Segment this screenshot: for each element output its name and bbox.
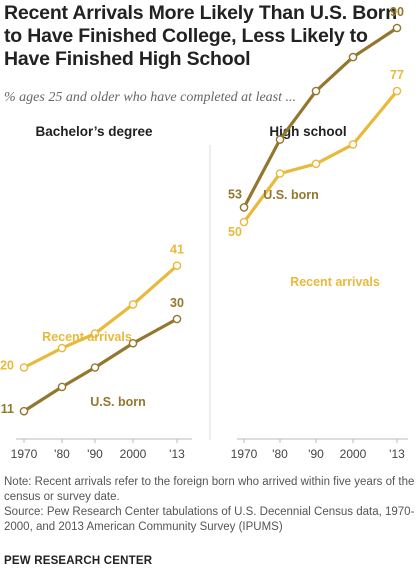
series-line-0-0 [23, 264, 179, 369]
data-label-1-1-4: 90 [390, 5, 404, 19]
data-point-0-1-3 [128, 338, 138, 348]
data-label-1-1-0: 53 [228, 187, 242, 201]
chart-title: Recent Arrivals More Likely Than U.S. Bo… [4, 2, 397, 70]
data-point-0-0-2 [90, 329, 100, 338]
data-label-1-0-4: 77 [390, 68, 404, 82]
x-tick-label-0-3: 2000 [120, 447, 147, 461]
chart-subtitle: % ages 25 and older who have completed a… [4, 90, 297, 105]
series-label-0-0: Recent arrivals [42, 330, 132, 344]
data-label-0-1-4: 30 [170, 296, 184, 310]
data-point-0-0-3 [128, 300, 138, 309]
data-point-1-1-1 [275, 135, 285, 144]
x-tick-label-1-0: 1970 [231, 447, 258, 461]
x-tick-label-0-4: '13 [169, 447, 185, 461]
note-text: Note: Recent arrivals refer to the forei… [4, 476, 415, 503]
x-tick-label-0-0: 1970 [11, 447, 38, 461]
series-label-1-1: U.S. born [263, 188, 319, 202]
data-point-1-1-2 [311, 86, 321, 96]
chart-svg: Bachelor’s degree 1970 '80 '90 2000 '13 20 41 Re… [0, 5, 408, 461]
data-point-0-1-0 [19, 406, 29, 416]
brand-logo-text: PEW RESEARCH CENTER [4, 555, 153, 567]
source-text: Source: Pew Research Center tabulations … [4, 506, 415, 533]
data-point-0-1-1 [57, 382, 67, 392]
series-line-1-0 [242, 90, 399, 223]
data-point-1-1-4 [392, 23, 402, 33]
data-label-0-0-4: 41 [170, 243, 184, 257]
x-tick-label-1-1: '80 [272, 447, 288, 461]
data-point-1-1-0 [239, 203, 249, 212]
data-point-0-0-1 [57, 343, 67, 353]
panel-title-0: Bachelor’s degree [35, 124, 153, 139]
series-label-1-0: Recent arrivals [290, 275, 380, 289]
data-point-1-0-0 [239, 217, 249, 227]
data-point-1-0-4 [392, 86, 402, 96]
series-label-0-1: U.S. born [90, 395, 146, 409]
data-point-1-0-2 [311, 159, 321, 169]
x-tick-label-0-2: '90 [87, 447, 103, 461]
data-point-0-1-2 [90, 363, 100, 372]
data-point-1-0-1 [275, 169, 285, 178]
data-label-0-0-0: 20 [0, 359, 14, 373]
x-tick-label-1-3: 2000 [340, 447, 367, 461]
data-label-1-0-0: 50 [228, 225, 242, 239]
chart-notes: Note: Recent arrivals refer to the forei… [4, 475, 416, 535]
data-label-0-1-0: 11 [1, 402, 14, 416]
x-tick-label-1-4: '13 [389, 447, 405, 461]
data-point-1-1-3 [348, 52, 358, 62]
x-tick-label-0-1: '80 [54, 447, 70, 461]
data-point-0-0-0 [19, 363, 29, 372]
data-point-0-1-4 [172, 314, 182, 324]
data-point-1-0-3 [348, 140, 358, 149]
x-tick-label-1-2: '90 [308, 447, 324, 461]
data-point-0-0-4 [172, 261, 182, 270]
